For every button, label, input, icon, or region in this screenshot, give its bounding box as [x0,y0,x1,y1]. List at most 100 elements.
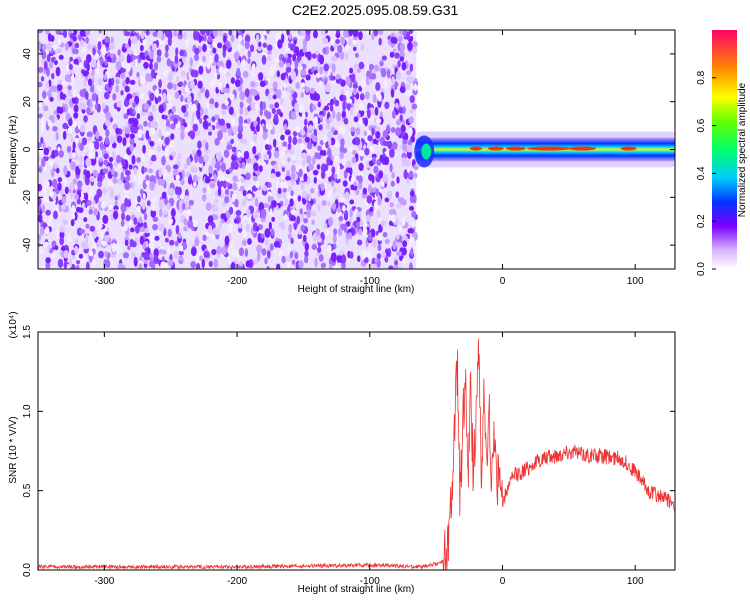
noise-blob [278,60,284,68]
noise-blob [392,240,397,250]
noise-blob [383,173,388,182]
noise-blob [378,30,384,36]
noise-blob [85,36,89,44]
noise-blob [391,141,398,151]
noise-blob [151,104,157,112]
noise-blob [202,43,207,53]
noise-blob [273,113,279,124]
noise-blob [128,164,133,170]
noise-blob [174,54,179,64]
noise-blob [126,108,131,116]
noise-blob [187,130,193,137]
noise-blob [325,141,330,149]
noise-blob [225,59,232,69]
noise-blob [139,51,144,60]
noise-blob [350,184,355,191]
noise-blob [162,69,169,77]
noise-blob [254,197,259,207]
noise-blob [304,136,311,143]
noise-blob [252,133,258,143]
heatmap-noise-region [38,30,419,269]
noise-blob [320,30,326,36]
noise-blob [130,227,135,233]
noise-blob [319,54,325,65]
x-tick-label: 100 [627,276,644,287]
noise-blob [260,34,265,44]
noise-blob [363,117,369,127]
noise-blob [258,41,262,48]
noise-blob [356,211,362,219]
noise-blob [44,180,50,189]
noise-blob [386,68,391,79]
noise-blob [358,102,365,111]
noise-blob [355,127,361,136]
noise-blob [125,31,131,37]
noise-blob [391,171,396,179]
band-peak [526,146,571,151]
noise-blob [312,30,318,39]
noise-blob [356,216,361,223]
noise-blob [399,266,403,269]
noise-blob [402,143,408,152]
noise-blob [191,112,196,119]
noise-blob [149,140,155,147]
noise-blob [90,58,97,69]
noise-blob [342,180,348,187]
noise-blob [237,222,244,229]
noise-blob [141,153,146,162]
noise-blob [276,263,281,269]
noise-blob [76,197,81,205]
noise-blob [72,88,77,98]
noise-blob [218,65,224,74]
noise-blob [384,101,390,110]
noise-blob [97,40,102,51]
noise-blob [161,155,166,166]
noise-blob [60,203,66,211]
noise-blob [264,240,270,246]
noise-blob [380,181,385,188]
noise-blob [121,158,126,167]
noise-blob [101,102,106,110]
noise-blob [223,124,228,133]
noise-blob [83,115,88,123]
noise-blob [81,102,87,110]
noise-blob [41,157,46,168]
noise-blob [88,209,93,215]
noise-blob [85,199,92,207]
noise-blob [102,45,107,56]
noise-blob [149,234,155,243]
noise-blob [213,173,217,184]
noise-blob [174,240,179,247]
noise-blob [71,152,76,158]
noise-blob [399,86,406,94]
noise-blob [62,122,68,130]
noise-blob [295,82,301,90]
noise-blob [258,165,263,173]
noise-blob [63,250,69,259]
noise-blob [225,181,230,187]
noise-blob [270,63,277,71]
noise-blob [38,66,44,73]
noise-blob [96,67,100,75]
noise-blob [205,89,210,99]
noise-blob [222,44,227,52]
noise-blob [260,233,265,239]
noise-blob [143,61,149,69]
noise-blob [300,129,306,136]
noise-blob [83,217,88,223]
noise-blob [40,226,45,236]
noise-blob [81,137,88,146]
noise-blob [38,155,41,163]
noise-blob [304,51,309,58]
noise-blob [243,122,248,128]
noise-blob [303,118,308,126]
noise-blob [345,160,352,169]
noise-blob [282,89,287,98]
noise-blob [354,137,361,146]
noise-blob [237,132,243,140]
noise-blob [70,219,75,227]
noise-blob [157,129,163,138]
noise-blob [301,159,306,168]
noise-blob [150,197,157,203]
noise-blob [406,144,413,153]
